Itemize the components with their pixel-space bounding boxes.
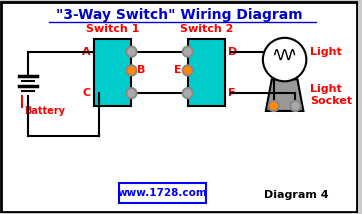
Circle shape [126,46,137,57]
Circle shape [268,101,279,111]
Circle shape [184,48,191,55]
Circle shape [128,90,135,97]
Circle shape [263,38,306,81]
Circle shape [126,65,137,76]
Circle shape [182,88,193,99]
Circle shape [292,103,299,110]
Text: F: F [228,88,236,98]
Bar [119,183,206,203]
Text: Diagram 4: Diagram 4 [264,190,329,200]
Circle shape [184,90,191,97]
Text: www.1728.com: www.1728.com [117,188,207,198]
Text: Battery: Battery [24,106,65,116]
Text: Switch 2: Switch 2 [180,24,233,34]
Circle shape [182,65,193,76]
Circle shape [128,67,135,74]
Circle shape [290,101,301,111]
Text: E: E [174,65,182,76]
Bar [188,39,225,106]
Text: Switch 1: Switch 1 [86,24,139,34]
Text: A: A [82,47,91,57]
Circle shape [128,48,135,55]
Text: D: D [228,47,237,57]
Text: B: B [137,65,146,76]
Circle shape [182,46,193,57]
Text: Light
Socket: Light Socket [310,84,353,106]
Bar [94,39,131,106]
Text: C: C [83,88,91,98]
Circle shape [270,103,277,110]
Text: Light: Light [310,47,342,57]
Circle shape [126,88,137,99]
Circle shape [184,67,191,74]
Text: "3-Way Switch" Wiring Diagram: "3-Way Switch" Wiring Diagram [55,8,302,22]
Polygon shape [266,79,303,111]
